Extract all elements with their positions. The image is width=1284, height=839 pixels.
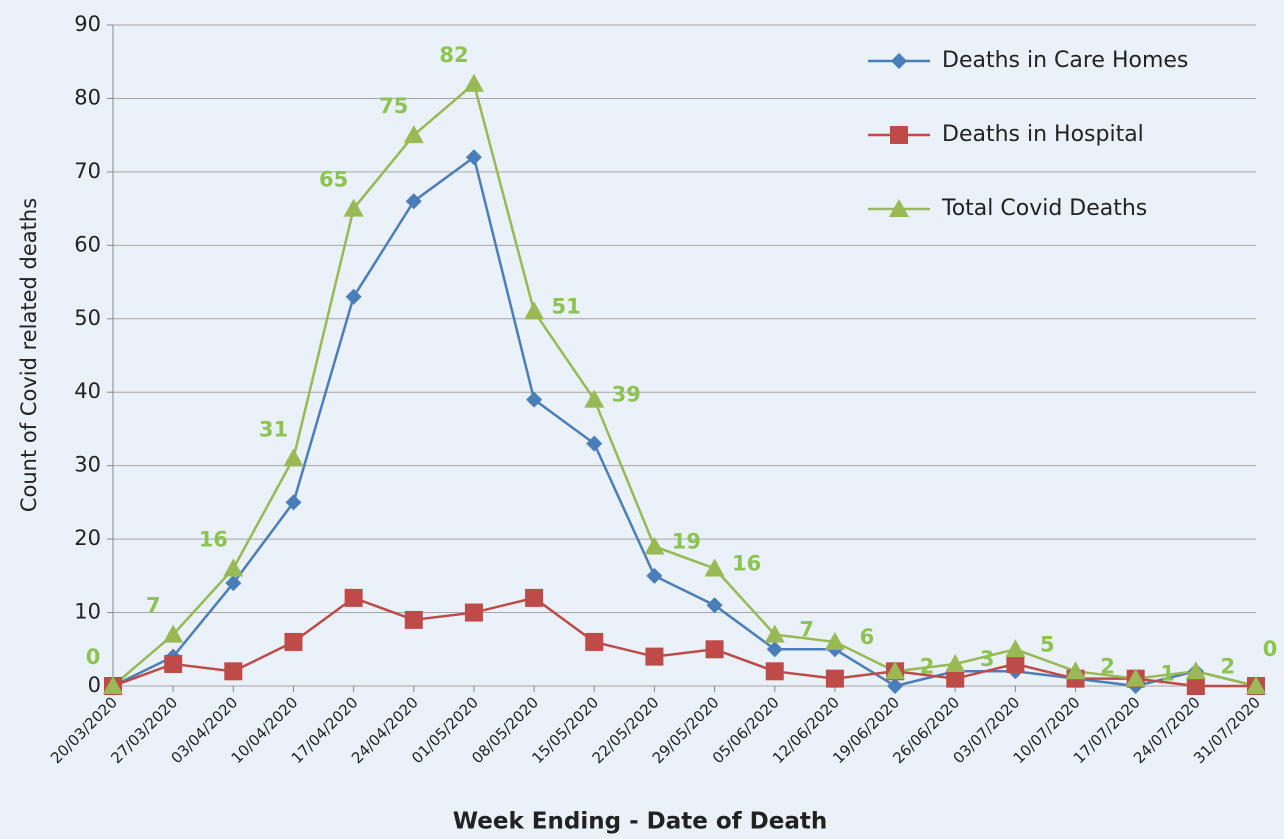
data-label: 6 xyxy=(860,625,875,649)
point xyxy=(585,632,604,651)
point xyxy=(525,588,544,607)
data-label: 2 xyxy=(1100,654,1115,678)
point xyxy=(1186,677,1205,695)
data-label: 0 xyxy=(1263,637,1278,661)
data-label: 65 xyxy=(319,168,348,192)
series-line xyxy=(112,81,1257,688)
data-label: 16 xyxy=(199,527,228,551)
point xyxy=(344,588,363,607)
point xyxy=(1246,676,1266,694)
point xyxy=(885,661,906,680)
point xyxy=(285,494,302,511)
point xyxy=(225,575,242,592)
point xyxy=(164,654,183,673)
point xyxy=(345,288,362,305)
point xyxy=(1065,661,1086,680)
point xyxy=(1125,668,1146,687)
point xyxy=(1006,654,1025,673)
data-label: 7 xyxy=(146,594,161,618)
legend-label: Deaths in Hospital xyxy=(942,122,1144,147)
y-tick-label: 80 xyxy=(74,85,101,109)
point xyxy=(586,435,603,452)
point xyxy=(343,198,364,217)
data-label: 3 xyxy=(980,647,995,671)
y-tick-label: 30 xyxy=(74,453,101,477)
point xyxy=(765,662,784,681)
point xyxy=(706,597,723,614)
point xyxy=(644,536,665,555)
point xyxy=(824,631,845,650)
data-label: 19 xyxy=(672,529,701,553)
point xyxy=(1005,639,1026,658)
series-line xyxy=(112,596,1256,688)
data-label: 0 xyxy=(86,645,101,669)
point xyxy=(403,125,424,144)
y-tick-label: 50 xyxy=(74,306,101,330)
data-label: 16 xyxy=(732,551,761,575)
data-label: 75 xyxy=(379,94,408,118)
point xyxy=(704,558,725,577)
point xyxy=(764,624,785,643)
data-label: 2 xyxy=(1221,654,1236,678)
legend-label: Deaths in Care Homes xyxy=(942,48,1188,73)
point xyxy=(890,126,908,144)
data-label: 39 xyxy=(612,383,641,407)
data-label: 7 xyxy=(799,618,814,642)
point xyxy=(1185,661,1206,680)
point xyxy=(404,610,423,629)
y-tick-label: 0 xyxy=(88,673,101,697)
data-label: 82 xyxy=(439,43,468,67)
point xyxy=(646,567,663,584)
point xyxy=(891,53,907,69)
y-tick-label: 20 xyxy=(74,526,101,550)
data-label: 31 xyxy=(259,417,288,441)
point xyxy=(584,389,605,408)
x-axis-title: Week Ending - Date of Death xyxy=(453,809,828,835)
data-label: 2 xyxy=(920,654,935,678)
point xyxy=(405,193,422,210)
y-tick-label: 10 xyxy=(74,600,101,624)
point xyxy=(945,653,966,672)
y-tick-label: 40 xyxy=(74,379,101,403)
y-tick-label: 70 xyxy=(74,159,101,183)
point xyxy=(224,662,243,681)
point xyxy=(463,73,484,92)
point xyxy=(163,624,184,643)
data-label: 1 xyxy=(1160,662,1175,686)
legend-label: Total Covid Deaths xyxy=(941,196,1147,221)
y-axis-title: Count of Covid related deaths xyxy=(17,198,41,512)
data-label: 51 xyxy=(551,294,580,318)
y-tick-label: 60 xyxy=(74,232,101,256)
point xyxy=(284,632,303,651)
point xyxy=(223,558,244,577)
point xyxy=(526,391,543,408)
point xyxy=(946,669,965,688)
y-tick-label: 90 xyxy=(74,12,101,36)
point xyxy=(103,676,123,694)
point xyxy=(645,647,664,666)
point xyxy=(889,199,909,217)
point xyxy=(283,448,304,467)
point xyxy=(465,149,482,166)
point xyxy=(887,678,904,694)
data-label: 5 xyxy=(1040,632,1055,656)
point xyxy=(825,669,844,688)
point xyxy=(705,640,724,659)
point xyxy=(524,301,545,320)
point xyxy=(464,603,483,622)
point xyxy=(766,641,783,658)
